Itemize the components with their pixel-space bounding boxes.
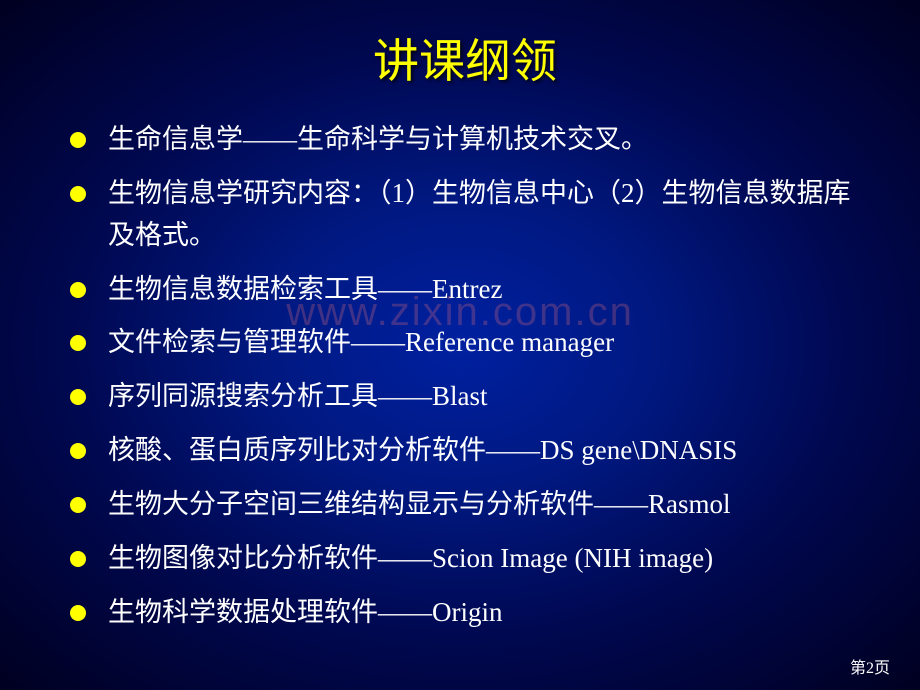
bullet-list: 生命信息学——生命科学与计算机技术交叉。 生物信息学研究内容：（1）生物信息中心… (70, 119, 860, 633)
item-text: 生物科学数据处理软件——Origin (108, 592, 860, 634)
item-text: 生命信息学——生命科学与计算机技术交叉。 (108, 119, 860, 161)
item-text: 生物信息学研究内容：（1）生物信息中心（2）生物信息数据库及格式。 (108, 173, 860, 257)
bullet-icon (70, 443, 86, 459)
slide-title: 讲课纲领 (70, 25, 860, 91)
bullet-icon (70, 186, 86, 202)
bullet-icon (70, 132, 86, 148)
item-text: 生物信息数据检索工具——Entrez (108, 269, 860, 311)
slide-container: 讲课纲领 www.zixin.com.cn 生命信息学——生命科学与计算机技术交… (0, 0, 920, 690)
item-text: 文件检索与管理软件——Reference manager (108, 322, 860, 364)
list-item: 核酸、蛋白质序列比对分析软件——DS gene\DNASIS (70, 430, 860, 472)
list-item: 生物图像对比分析软件——Scion Image (NIH image) (70, 538, 860, 580)
bullet-icon (70, 605, 86, 621)
list-item: 生物信息学研究内容：（1）生物信息中心（2）生物信息数据库及格式。 (70, 173, 860, 257)
list-item: 生物大分子空间三维结构显示与分析软件——Rasmol (70, 484, 860, 526)
item-text: 生物大分子空间三维结构显示与分析软件——Rasmol (108, 484, 860, 526)
bullet-icon (70, 497, 86, 513)
bullet-icon (70, 551, 86, 567)
item-text: 核酸、蛋白质序列比对分析软件——DS gene\DNASIS (108, 430, 860, 472)
bullet-icon (70, 282, 86, 298)
bullet-icon (70, 389, 86, 405)
item-text: 生物图像对比分析软件——Scion Image (NIH image) (108, 538, 860, 580)
list-item: 生物科学数据处理软件——Origin (70, 592, 860, 634)
item-text: 序列同源搜索分析工具——Blast (108, 376, 860, 418)
list-item: 生物信息数据检索工具——Entrez (70, 269, 860, 311)
page-number: 第2页 (850, 654, 890, 678)
bullet-icon (70, 335, 86, 351)
list-item: 文件检索与管理软件——Reference manager (70, 322, 860, 364)
list-item: 序列同源搜索分析工具——Blast (70, 376, 860, 418)
list-item: 生命信息学——生命科学与计算机技术交叉。 (70, 119, 860, 161)
